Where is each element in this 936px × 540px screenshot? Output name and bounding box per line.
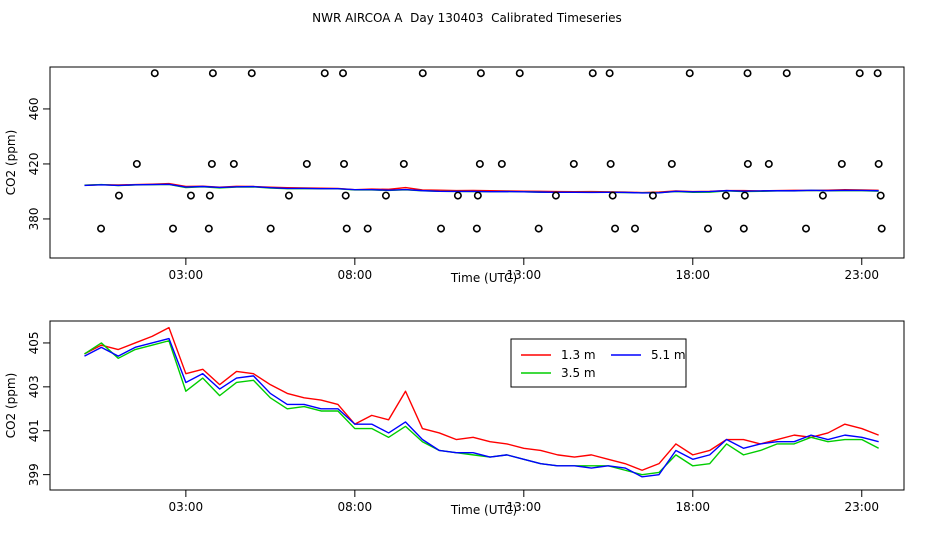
figure-title: NWR AIRCOA A Day 130403 Calibrated Times… xyxy=(312,11,622,25)
flag-marker xyxy=(667,159,676,168)
flag-marker xyxy=(569,159,578,168)
flag-marker xyxy=(876,191,885,200)
flag-marker xyxy=(437,224,446,233)
flag-marker xyxy=(399,159,408,168)
flag-marker xyxy=(782,69,791,78)
flag-marker xyxy=(266,224,275,233)
flag-marker xyxy=(743,69,752,78)
flag-marker xyxy=(229,159,238,168)
y-tick-label: 460 xyxy=(27,97,41,120)
x-tick-label: 08:00 xyxy=(338,268,373,282)
y-tick-label: 399 xyxy=(27,463,41,486)
flag-marker xyxy=(739,224,748,233)
flag-marker xyxy=(418,69,427,78)
flag-marker xyxy=(472,224,481,233)
y-tick-label: 405 xyxy=(27,331,41,354)
flag-marker xyxy=(204,224,213,233)
plot-frame xyxy=(49,320,905,491)
flag-marker xyxy=(874,159,883,168)
flag-marker xyxy=(588,69,597,78)
flag-marker xyxy=(339,69,348,78)
flag-marker xyxy=(630,224,639,233)
flag-marker xyxy=(685,69,694,78)
flag-marker xyxy=(247,69,256,78)
flag-marker xyxy=(703,224,712,233)
y-tick-label: 401 xyxy=(27,419,41,442)
flag-marker xyxy=(207,159,216,168)
y-axis-label: CO2 (ppm) xyxy=(4,130,18,196)
flag-marker xyxy=(363,224,372,233)
legend-label: 3.5 m xyxy=(561,366,596,380)
plot-frame xyxy=(49,66,905,259)
flag-marker xyxy=(302,159,311,168)
flag-marker xyxy=(721,191,730,200)
flag-marker xyxy=(320,69,329,78)
x-tick-label: 13:00 xyxy=(507,500,542,514)
flag-marker xyxy=(150,69,159,78)
series-line xyxy=(84,340,879,476)
x-tick-label: 23:00 xyxy=(844,500,879,514)
legend-label: 5.1 m xyxy=(651,348,686,362)
flag-marker xyxy=(608,191,617,200)
y-tick-label: 403 xyxy=(27,375,41,398)
flag-marker xyxy=(606,159,615,168)
flag-marker xyxy=(877,224,886,233)
x-tick-label: 03:00 xyxy=(169,268,204,282)
flag-marker xyxy=(743,159,752,168)
flag-marker xyxy=(475,159,484,168)
flag-marker xyxy=(605,69,614,78)
flag-marker xyxy=(476,69,485,78)
series-line xyxy=(84,326,879,471)
x-tick-label: 23:00 xyxy=(844,268,879,282)
flag-marker xyxy=(342,224,351,233)
flag-marker xyxy=(648,191,657,200)
legend-label: 1.3 m xyxy=(561,348,596,362)
flag-marker xyxy=(186,191,195,200)
series-line xyxy=(84,183,879,194)
flag-marker xyxy=(818,191,827,200)
flag-marker xyxy=(169,224,178,233)
flag-marker xyxy=(284,191,293,200)
flag-marker xyxy=(205,191,214,200)
flag-marker xyxy=(534,224,543,233)
x-tick-label: 08:00 xyxy=(338,500,373,514)
x-axis-label: Time (UTC) xyxy=(450,271,517,285)
flag-marker xyxy=(340,159,349,168)
flag-marker xyxy=(97,224,106,233)
series-line xyxy=(84,337,879,478)
flag-marker xyxy=(208,69,217,78)
flag-marker xyxy=(453,191,462,200)
flag-marker xyxy=(132,159,141,168)
flag-marker xyxy=(740,191,749,200)
flag-marker xyxy=(341,191,350,200)
x-axis-label: Time (UTC) xyxy=(450,503,517,517)
flag-marker xyxy=(873,69,882,78)
flag-marker xyxy=(855,69,864,78)
flag-marker xyxy=(515,69,524,78)
x-tick-label: 03:00 xyxy=(169,500,204,514)
flag-marker xyxy=(551,191,560,200)
flag-marker xyxy=(764,159,773,168)
flag-marker xyxy=(837,159,846,168)
y-axis-label: CO2 (ppm) xyxy=(4,373,18,439)
x-tick-label: 18:00 xyxy=(675,500,710,514)
flag-marker xyxy=(801,224,810,233)
flag-marker xyxy=(114,191,123,200)
y-tick-label: 420 xyxy=(27,152,41,175)
flag-marker xyxy=(497,159,506,168)
flag-marker xyxy=(611,224,620,233)
x-tick-label: 13:00 xyxy=(507,268,542,282)
y-tick-label: 380 xyxy=(27,207,41,230)
legend-box xyxy=(510,338,687,388)
flag-marker xyxy=(381,191,390,200)
flag-marker xyxy=(473,191,482,200)
x-tick-label: 18:00 xyxy=(675,268,710,282)
